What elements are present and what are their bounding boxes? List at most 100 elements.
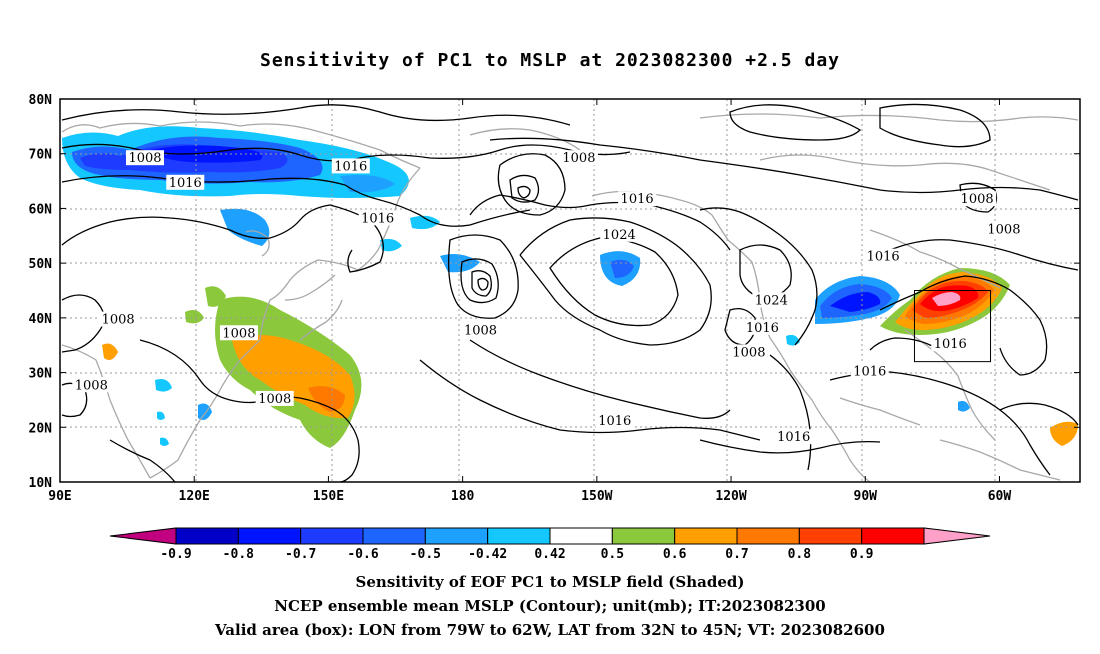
- shade-na-blue-dark: [830, 292, 881, 312]
- contour-label: 1024: [755, 293, 788, 308]
- lon-label: 120E: [179, 489, 210, 504]
- shade-atl-blue-small: [958, 400, 970, 412]
- contour-label: 1016: [361, 211, 394, 226]
- contour-label-bg: [595, 412, 634, 428]
- contour-label-bg: [864, 248, 903, 264]
- contour-label: 1016: [777, 430, 810, 445]
- longitude-labels: 90E 120E 150E 180 150W 120W 90W 60W: [48, 489, 1011, 504]
- contour-label: 1024: [603, 228, 636, 243]
- colorbar-label: -0.42: [468, 547, 507, 562]
- lon-label: 150E: [313, 489, 344, 504]
- colorbar-swatch: [362, 527, 426, 545]
- contour-label-bg: [358, 210, 397, 226]
- colorbar-label: -0.9: [160, 547, 191, 562]
- contour-label-bg: [600, 226, 639, 242]
- contour-label-bg: [984, 221, 1023, 237]
- shade-bob-blue2: [157, 411, 165, 420]
- contour-label-bg: [255, 390, 294, 406]
- plot-frame: [59, 98, 1081, 483]
- contour-label: 1016: [867, 250, 900, 265]
- colorbar-label: 0.7: [725, 547, 748, 562]
- shade-india-orange: [102, 343, 118, 360]
- colorbar-swatch: [300, 527, 364, 545]
- contour-label-bg: [72, 377, 111, 393]
- colorbar-label: -0.5: [410, 547, 441, 562]
- shade-korea-green: [205, 286, 226, 307]
- contour-label: 1008: [258, 392, 291, 407]
- contour-label-bg: [618, 191, 657, 207]
- lat-label: 50N: [29, 257, 53, 272]
- colorbar-label: 0.42: [534, 547, 565, 562]
- colorbar-swatch: [674, 527, 738, 545]
- shade-gulf-alaska-core: [610, 259, 634, 278]
- contour-label-bg: [958, 191, 997, 207]
- contour-label: 1008: [961, 192, 994, 207]
- shade-bob-blue: [155, 379, 172, 392]
- colorbar-label: 0.8: [788, 547, 812, 562]
- colorbar-swatch: [237, 527, 302, 545]
- caption-line-1: Sensitivity of EOF PC1 to MSLP field (Sh…: [355, 573, 745, 591]
- contour-label-bg: [461, 322, 500, 338]
- lon-label: 90E: [48, 489, 71, 504]
- colorbar-label: -0.8: [223, 547, 254, 562]
- lon-label: 60W: [988, 489, 1012, 504]
- colorbar-swatch: [549, 527, 613, 545]
- lat-label: 40N: [29, 312, 53, 327]
- axis-ticks: [59, 98, 1080, 483]
- lon-label: 180: [451, 489, 475, 504]
- shade-japan-dark: [308, 386, 345, 412]
- shade-okhotsk: [220, 208, 270, 246]
- contour-label: 1008: [987, 222, 1020, 237]
- contour-label-bg: [331, 158, 370, 174]
- valid-area-box: [913, 290, 992, 363]
- contour-label-bg: [219, 325, 258, 341]
- contour-labels: 1008 1016 1016 1016 1008 1016 1024 1016 1008 1008…: [72, 150, 1023, 445]
- lat-label: 60N: [29, 202, 53, 217]
- contour-label-bg: [166, 174, 205, 190]
- shade-china-green: [185, 310, 204, 324]
- contour-label-bg: [850, 363, 889, 379]
- contour-label: 1016: [169, 176, 202, 191]
- latitude-labels: 80N 70N 60N 50N 40N 30N 20N 10N: [29, 93, 53, 491]
- shade-aleutian-small: [410, 215, 440, 230]
- lat-label: 20N: [29, 421, 53, 436]
- contour-label: 1008: [222, 326, 255, 341]
- shade-kamchatka-south: [380, 238, 402, 252]
- contour-label: 1016: [746, 321, 779, 336]
- colorbar-label: 0.9: [850, 547, 873, 562]
- contour-label: 1016: [934, 337, 967, 352]
- shade-bob-blue3: [160, 437, 169, 446]
- colorbar-swatch: [736, 527, 800, 545]
- shade-atl-far: [1050, 421, 1078, 446]
- shade-na-blue-small: [786, 334, 800, 346]
- lon-label: 150W: [581, 489, 612, 504]
- shade-siberia-east: [340, 175, 395, 193]
- contour-label: 1016: [598, 414, 631, 429]
- contour-label-bg: [774, 429, 813, 445]
- contour-label: 1016: [334, 159, 367, 174]
- colorbar-left-extend: [109, 527, 177, 545]
- colorbar-swatch: [424, 527, 489, 545]
- colorbar-label: 0.5: [601, 547, 624, 562]
- lat-label: 80N: [29, 93, 53, 108]
- colorbar-swatch: [861, 527, 925, 545]
- colorbar-label: 0.6: [663, 547, 687, 562]
- caption-line-3: Valid area (box): LON from 79W to 62W, L…: [215, 621, 885, 639]
- colorbar-label: -0.6: [347, 547, 378, 562]
- contour-label-bg: [743, 319, 782, 335]
- contour-label-bg: [99, 311, 138, 327]
- contour-label: 1008: [128, 151, 161, 166]
- contour-label: 1008: [75, 378, 108, 393]
- contour-label: 1008: [102, 313, 135, 328]
- contour-label: 1016: [853, 365, 886, 380]
- colorbar: -0.9 -0.8 -0.7 -0.6 -0.5 -0.42 0.42 0.5 0.6 0.7 0.…: [109, 527, 991, 562]
- contour-label-bg: [931, 336, 970, 352]
- colorbar-swatch: [175, 527, 239, 545]
- contour-label: 1008: [562, 151, 595, 166]
- contour-label: 1008: [732, 345, 765, 360]
- colorbar-swatch: [611, 527, 676, 545]
- lat-label: 30N: [29, 367, 53, 382]
- colorbar-swatch: [487, 527, 551, 545]
